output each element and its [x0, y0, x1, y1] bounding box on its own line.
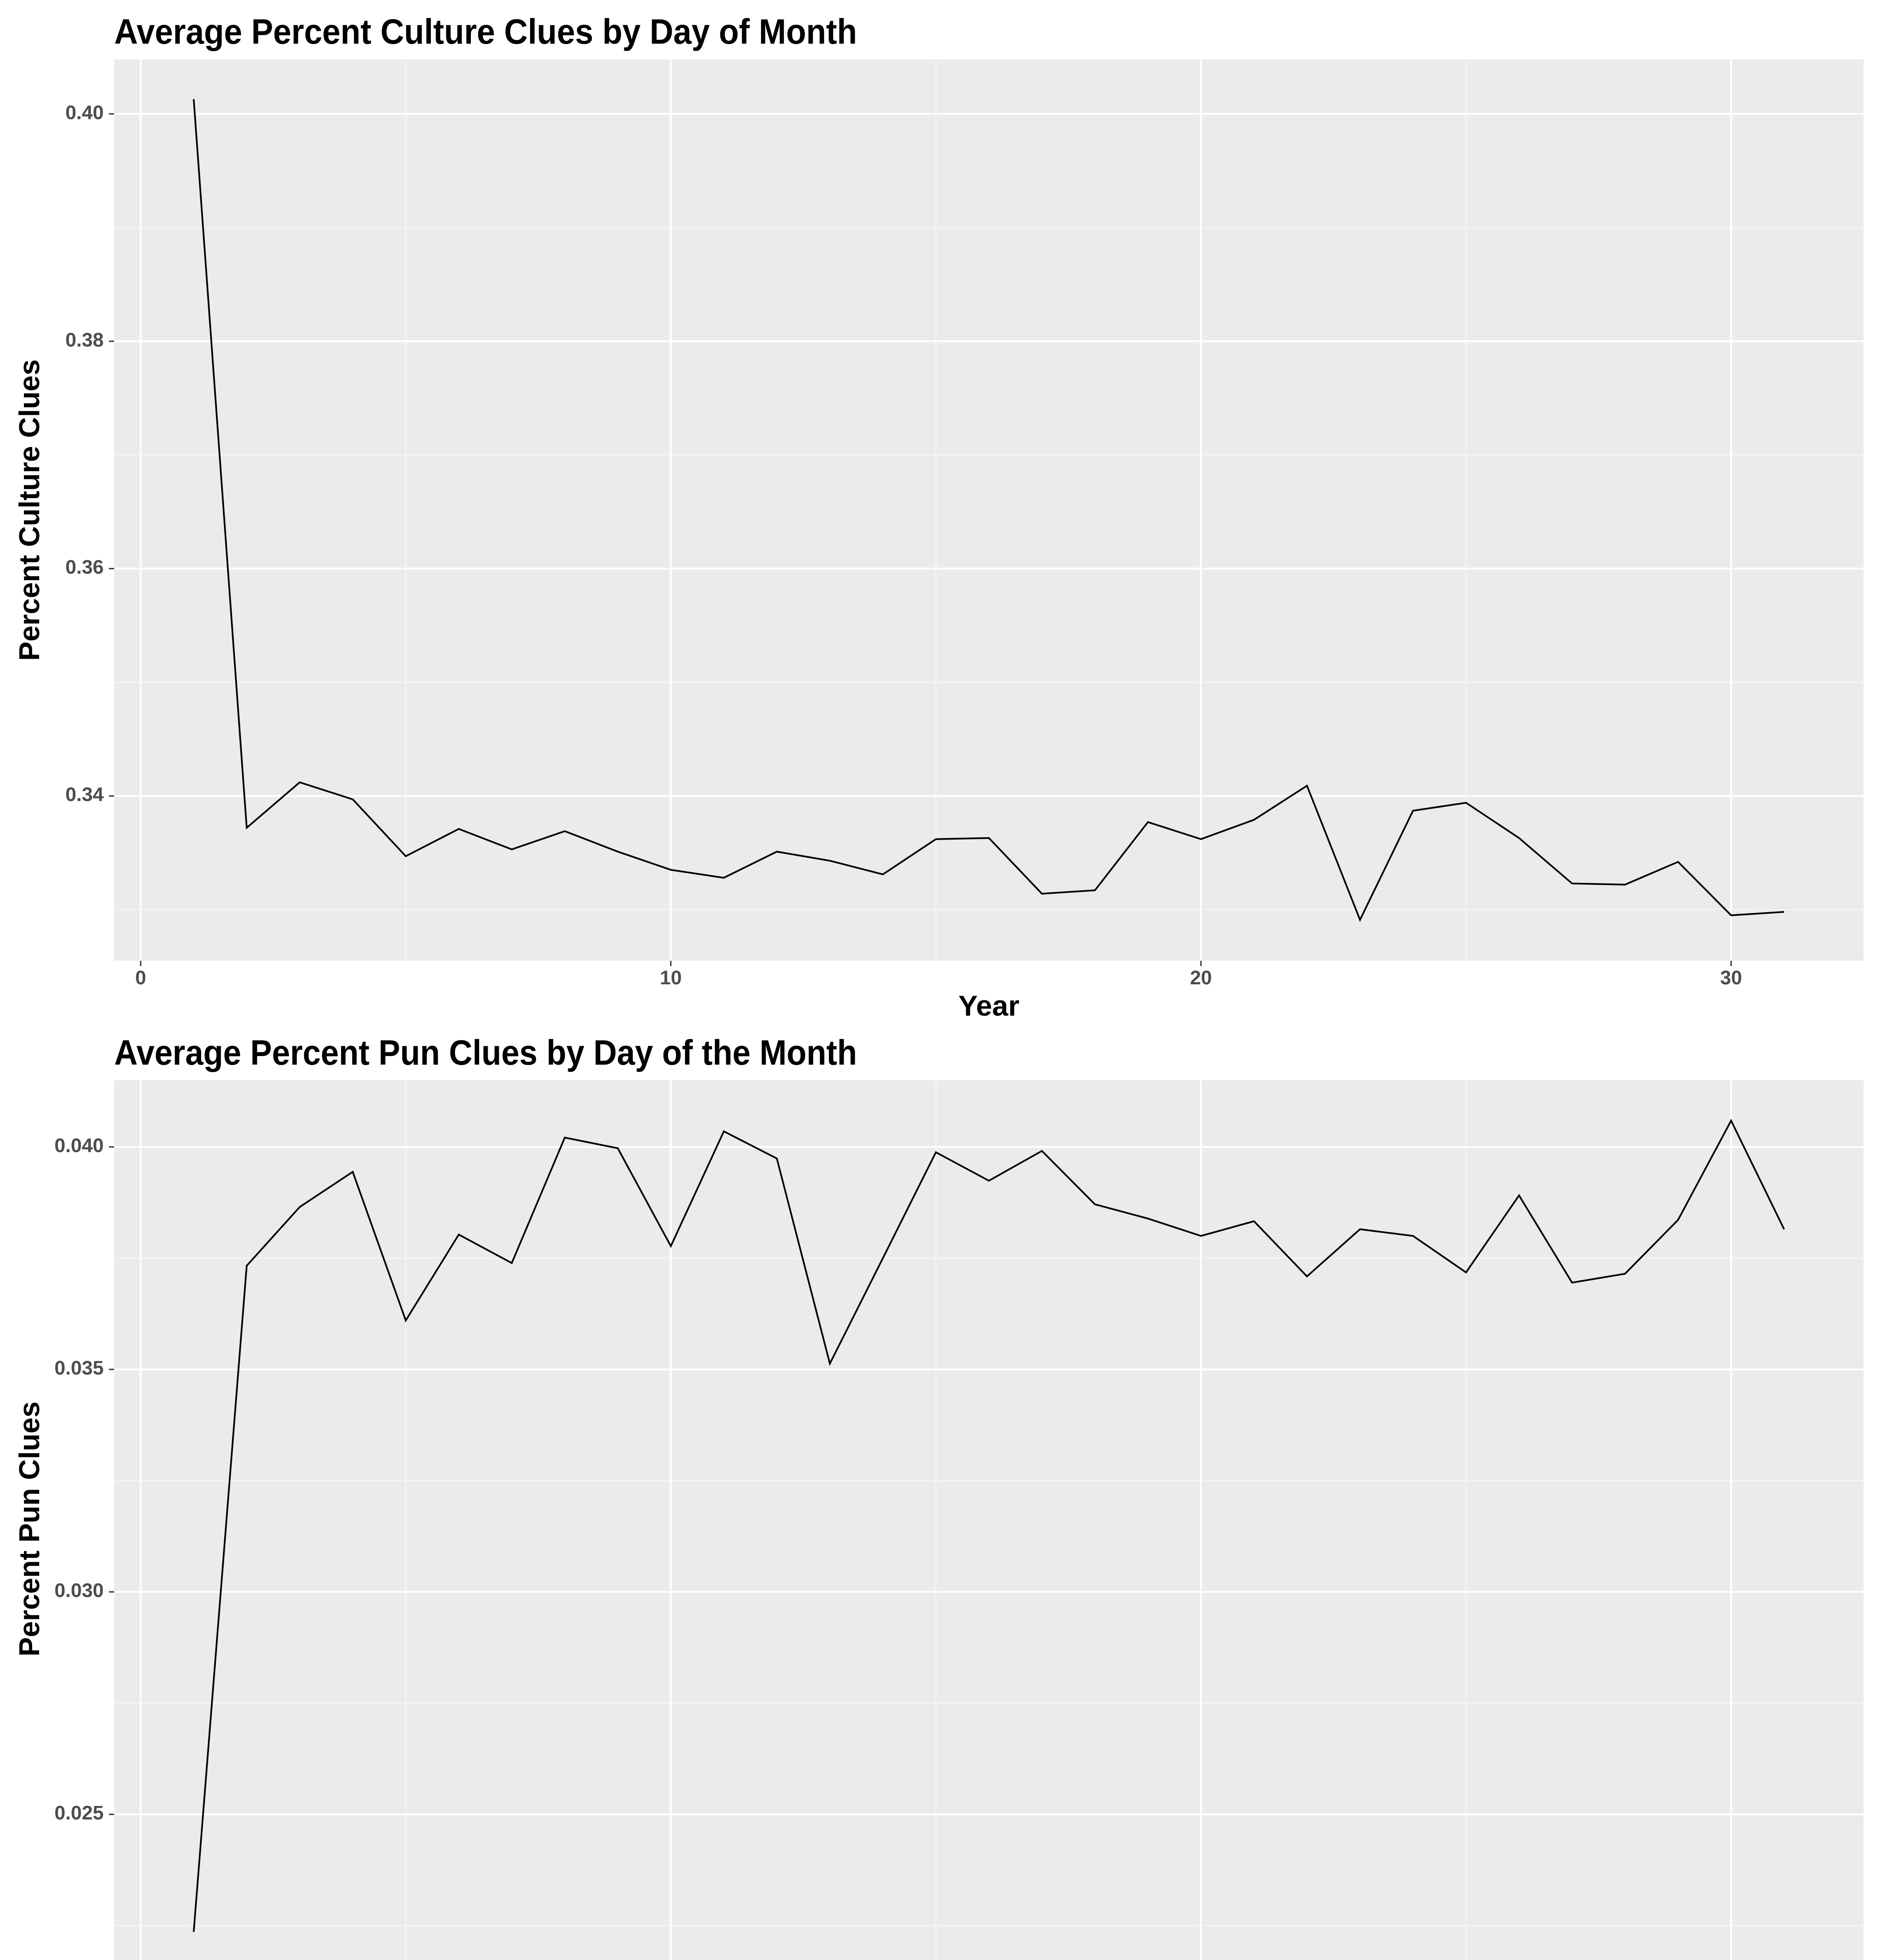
data-line [193, 99, 1784, 922]
x-tick-label: 10 [660, 967, 682, 989]
y-axis-title: Percent Culture Clues [13, 359, 45, 661]
y-tick-label: 0.025 [54, 1802, 104, 1824]
y-tick-label: 0.035 [54, 1357, 104, 1379]
x-axis-title: Year [958, 989, 1019, 1022]
y-tick-label: 0.030 [54, 1579, 104, 1601]
y-tick-label: 0.34 [65, 784, 104, 806]
x-tick-label: 20 [1190, 967, 1212, 989]
x-tick-label: 0 [135, 967, 146, 989]
y-tick-label: 0.40 [65, 102, 104, 123]
data-line [193, 1119, 1785, 1932]
x-tick-label: 30 [1720, 967, 1742, 989]
chart-title: Average Percent Culture Clues by Day of … [114, 12, 857, 52]
y-tick-label: 0.36 [65, 556, 104, 578]
y-tick-label: 0.040 [54, 1134, 104, 1156]
y-axis-title: Percent Pun Clues [13, 1401, 45, 1657]
y-tick-label: 0.38 [65, 329, 104, 351]
panel-background [114, 1080, 1864, 1960]
chart-title: Average Percent Pun Clues by Day of the … [114, 1033, 857, 1073]
